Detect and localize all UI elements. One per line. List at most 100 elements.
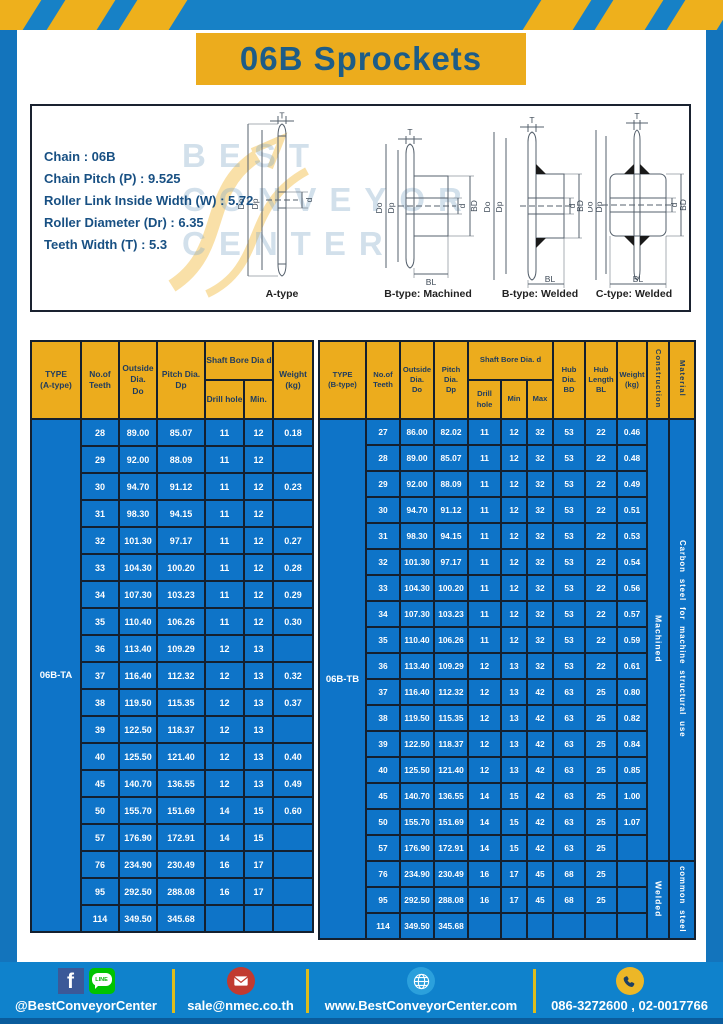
table-cell: 30 [365, 496, 401, 524]
caption-c-welded: C-type: Welded [595, 288, 673, 300]
table-row: 31 98.30 94.15 11 12 [31, 499, 314, 528]
table-cell: 33 [80, 553, 120, 582]
table-cell: 11 [467, 548, 502, 576]
dim-label: Do [376, 202, 384, 213]
table-cell: 0.82 [616, 704, 648, 732]
table-cell: 82.02 [433, 418, 469, 446]
table-cell: 0.40 [272, 742, 314, 771]
table-cell: 121.40 [433, 756, 469, 784]
table-cell: 22 [584, 626, 618, 654]
table-cell: 32 [526, 496, 554, 524]
table-cell: 349.50 [399, 912, 435, 940]
table-cell [552, 912, 586, 940]
table-cell: 40 [80, 742, 120, 771]
table-cell: 349.50 [118, 904, 158, 933]
spec-line: Chain : 06B [44, 149, 116, 164]
table-cell: 63 [552, 756, 586, 784]
facebook-icon[interactable]: f [57, 968, 84, 994]
table-cell: 104.30 [118, 553, 158, 582]
phone-icon[interactable] [615, 967, 644, 995]
table-cell: 37 [80, 661, 120, 690]
table-row: 35 110.40 106.26 11 12 32 53 22 0.59 [319, 626, 695, 654]
table-cell: 0.49 [616, 470, 648, 498]
table-cell: 172.91 [433, 834, 469, 862]
table-cell: 94.15 [433, 522, 469, 550]
table-row: 45 140.70 136.55 14 15 42 63 25 1.00 [319, 782, 695, 810]
dim-label: BL [426, 277, 437, 287]
table-cell: 15 [243, 823, 274, 852]
table-cell: 0.80 [616, 678, 648, 706]
table-row: 33 104.30 100.20 11 12 32 53 22 0.56 [319, 574, 695, 602]
table-cell: 12 [204, 661, 245, 690]
table-cell: 13 [243, 634, 274, 663]
table-cell: 12 [243, 499, 274, 528]
table-cell: 28 [80, 418, 120, 447]
table-row: 30 94.70 91.12 11 12 0.23 [31, 472, 314, 501]
table-cell: 106.26 [433, 626, 469, 654]
table-cell: 0.49 [272, 769, 314, 798]
table-cell: 11 [204, 499, 245, 528]
globe-icon[interactable] [407, 967, 435, 995]
table-cell: 11 [204, 445, 245, 474]
table-cell: 14 [204, 823, 245, 852]
table-cell: 109.29 [433, 652, 469, 680]
hazard-stripe [42, 0, 120, 30]
table-row: 57 176.90 172.91 14 15 [31, 823, 314, 852]
col-header-min: Min [500, 379, 528, 420]
type-cell: 06B-TA [30, 418, 82, 933]
table-cell: 118.37 [156, 715, 206, 744]
table-cell: 12 [500, 496, 528, 524]
dim-label: BD [575, 200, 584, 212]
table-cell: 11 [467, 522, 502, 550]
table-cell [467, 912, 502, 940]
hazard-stripe [518, 0, 596, 30]
table-cell: 11 [467, 600, 502, 628]
table-cell: 0.48 [616, 444, 648, 472]
col-header-pitch-dia: Pitch Dia. Dp [433, 340, 469, 420]
table-cell: 110.40 [399, 626, 435, 654]
mail-icon[interactable] [226, 967, 255, 995]
spec-line: Teeth Width (T) : 5.3 [44, 237, 168, 252]
table-cell [272, 904, 314, 933]
construction-cell: Machined [646, 418, 670, 862]
table-cell: 92.00 [118, 445, 158, 474]
table-cell: 115.35 [156, 688, 206, 717]
table-cell [616, 834, 648, 862]
table-cell: 22 [584, 444, 618, 472]
col-header-outside-dia: Outside Dia. Do [399, 340, 435, 420]
table-cell: 89.00 [399, 444, 435, 472]
table-cell: 32 [526, 444, 554, 472]
table-cell: 11 [204, 418, 245, 447]
table-cell: 12 [204, 688, 245, 717]
table-cell: 36 [80, 634, 120, 663]
table-cell: 45 [80, 769, 120, 798]
table-cell: 234.90 [118, 850, 158, 879]
table-cell: 119.50 [118, 688, 158, 717]
footer-phone: 086-3272600 , 02-0017766 [551, 998, 708, 1013]
table-cell: 13 [243, 661, 274, 690]
table-cell: 107.30 [399, 600, 435, 628]
table-cell: 36 [365, 652, 401, 680]
table-cell: 17 [500, 860, 528, 888]
table-cell: 32 [526, 522, 554, 550]
table-cell: 13 [500, 756, 528, 784]
table-cell: 100.20 [433, 574, 469, 602]
table-cell: 94.15 [156, 499, 206, 528]
col-header-shaft-bore: Shaft Bore Dia. d [467, 340, 554, 381]
table-cell: 27 [365, 418, 401, 446]
table-cell: 34 [365, 600, 401, 628]
table-cell [500, 912, 528, 940]
table-cell: 95 [365, 886, 401, 914]
table-cell: 0.60 [272, 796, 314, 825]
table-cell: 32 [365, 548, 401, 576]
table-cell [243, 904, 274, 933]
line-icon[interactable]: LINE [88, 968, 115, 994]
table-cell: 63 [552, 678, 586, 706]
material-cell: Carbon steel for machine structural use [668, 418, 696, 862]
table-cell: 63 [552, 808, 586, 836]
table-cell: 76 [365, 860, 401, 888]
table-cell: 14 [467, 782, 502, 810]
table-cell: 176.90 [399, 834, 435, 862]
table-cell: 12 [500, 626, 528, 654]
table-cell: 38 [80, 688, 120, 717]
